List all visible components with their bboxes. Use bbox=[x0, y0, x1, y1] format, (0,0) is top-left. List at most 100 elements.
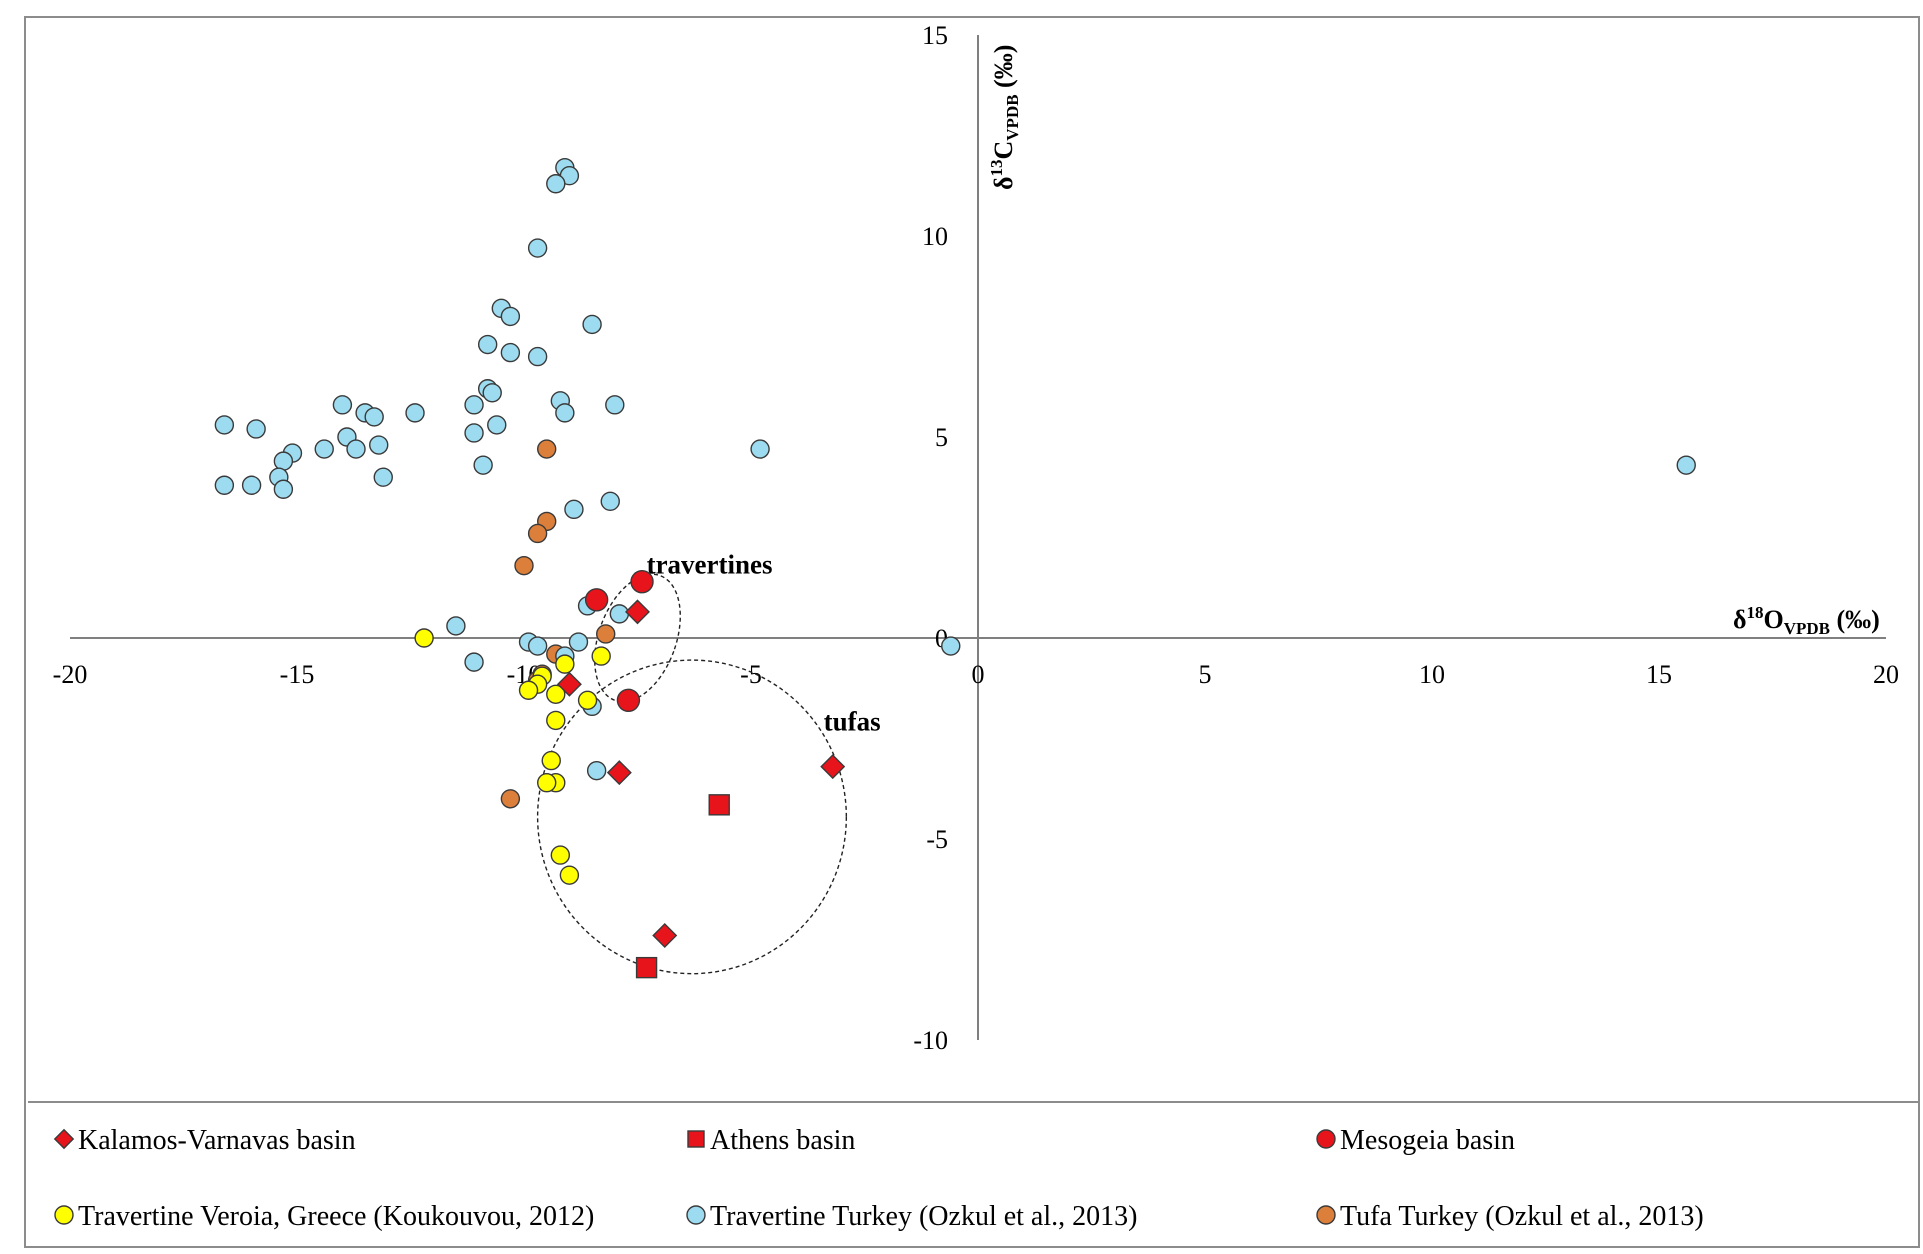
y-axis-title: δ13CVPDB (‰) bbox=[987, 45, 1022, 190]
data-point bbox=[527, 636, 548, 656]
axes bbox=[70, 35, 1886, 1040]
legend-label: Tufa Turkey (Ozkul et al., 2013) bbox=[1340, 1201, 1704, 1232]
data-point bbox=[596, 624, 616, 644]
data-point bbox=[568, 632, 589, 652]
data-point bbox=[600, 491, 620, 512]
data-point bbox=[556, 671, 582, 697]
data-point bbox=[750, 439, 770, 459]
data-point bbox=[941, 636, 961, 656]
y-tick-label: 10 bbox=[922, 222, 948, 251]
x-tick-label: 0 bbox=[972, 660, 985, 689]
data-point bbox=[635, 956, 658, 979]
data-point bbox=[369, 435, 389, 455]
data-point bbox=[527, 238, 548, 258]
data-point bbox=[582, 314, 602, 335]
data-point bbox=[586, 760, 607, 781]
data-point bbox=[373, 467, 393, 487]
data-point bbox=[500, 342, 521, 363]
legend-marker bbox=[686, 1205, 706, 1225]
data-point bbox=[273, 479, 294, 499]
data-point bbox=[214, 415, 235, 435]
data-point bbox=[1676, 455, 1696, 475]
data-point bbox=[487, 415, 507, 435]
data-point bbox=[652, 922, 678, 948]
data-point bbox=[446, 616, 466, 636]
legend-label: Kalamos-Varnavas basin bbox=[78, 1125, 356, 1156]
data-point bbox=[537, 439, 557, 459]
x-axis-title: δ18OVPDB (‰) bbox=[1733, 603, 1880, 638]
legend-marker bbox=[1316, 1129, 1336, 1149]
data-point bbox=[555, 654, 575, 674]
data-point bbox=[546, 710, 566, 731]
y-tick-label: 5 bbox=[935, 423, 948, 452]
legend-label: Mesogeia basin bbox=[1340, 1125, 1515, 1156]
data-point bbox=[500, 306, 521, 327]
group-ellipses bbox=[536, 573, 848, 975]
legend-label: Travertine Veroia, Greece (Koukouvou, 20… bbox=[78, 1201, 594, 1232]
data-point bbox=[541, 750, 561, 771]
annotation-label: travertines bbox=[647, 550, 773, 580]
data-point bbox=[464, 652, 484, 672]
data-point bbox=[477, 334, 498, 355]
legend: Kalamos-Varnavas basin Athens basin Mesoge… bbox=[28, 1101, 1918, 1245]
data-point bbox=[405, 403, 425, 423]
y-tick-label: -10 bbox=[913, 1026, 948, 1055]
x-tick-label: 10 bbox=[1419, 660, 1445, 689]
data-point bbox=[584, 588, 609, 612]
x-tick-label: 20 bbox=[1873, 660, 1899, 689]
data-point bbox=[214, 475, 235, 495]
data-point bbox=[246, 419, 266, 439]
group-ellipse bbox=[536, 659, 848, 975]
data-points bbox=[214, 157, 1696, 979]
data-point bbox=[314, 439, 334, 459]
data-point bbox=[591, 646, 611, 666]
data-point bbox=[473, 455, 493, 475]
data-point bbox=[546, 684, 566, 704]
data-point bbox=[546, 174, 566, 194]
x-tick-label: 5 bbox=[1199, 660, 1212, 689]
x-tick-label: -15 bbox=[280, 660, 315, 689]
x-tick-labels: -20 -15 -10 -5 0 5 10 15 20 bbox=[53, 660, 1899, 689]
annotation-label: tufas bbox=[824, 706, 881, 736]
data-point bbox=[564, 499, 584, 520]
data-point bbox=[605, 395, 625, 415]
data-point bbox=[527, 346, 548, 367]
data-point bbox=[820, 754, 846, 780]
data-point bbox=[273, 451, 294, 471]
x-tick-label: -20 bbox=[53, 660, 88, 689]
legend-marker bbox=[53, 1128, 75, 1150]
group-ellipse bbox=[594, 573, 681, 703]
data-point bbox=[414, 628, 434, 648]
legend-marker bbox=[687, 1130, 705, 1148]
legend-label: Athens basin bbox=[710, 1125, 855, 1156]
legend-items: Kalamos-Varnavas basin Athens basin Mesoge… bbox=[53, 1125, 1704, 1232]
data-point bbox=[332, 395, 353, 415]
data-point bbox=[346, 439, 366, 459]
data-point bbox=[708, 794, 730, 816]
data-point bbox=[514, 555, 534, 576]
chart-frame bbox=[24, 16, 1920, 1248]
data-point bbox=[241, 475, 262, 495]
data-point bbox=[559, 865, 580, 885]
x-tick-label: -5 bbox=[740, 660, 762, 689]
data-point bbox=[555, 403, 575, 423]
data-point bbox=[518, 680, 539, 700]
y-tick-label: -5 bbox=[926, 825, 948, 854]
data-point bbox=[630, 570, 654, 594]
y-tick-label: 15 bbox=[922, 21, 948, 50]
data-point bbox=[464, 423, 484, 443]
data-point bbox=[625, 599, 650, 625]
data-point bbox=[364, 407, 384, 427]
data-point bbox=[482, 383, 502, 403]
annotations: travertines tufas bbox=[647, 550, 881, 737]
data-point bbox=[537, 773, 557, 793]
data-point bbox=[550, 845, 571, 865]
legend-marker bbox=[54, 1205, 74, 1225]
data-point bbox=[616, 688, 641, 713]
data-point bbox=[606, 760, 632, 786]
data-point bbox=[464, 395, 484, 415]
data-point bbox=[577, 690, 598, 711]
legend-label: Travertine Turkey (Ozkul et al., 2013) bbox=[710, 1201, 1137, 1232]
